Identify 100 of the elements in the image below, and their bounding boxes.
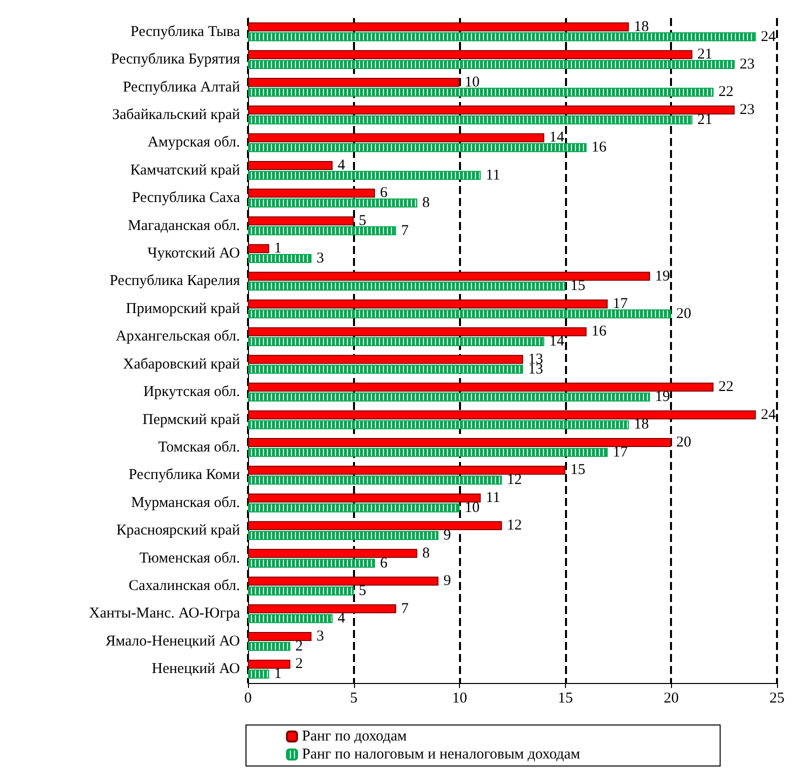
data-label: 7 — [401, 600, 410, 617]
data-label: 5 — [358, 582, 366, 599]
bar — [248, 272, 650, 281]
bar — [248, 244, 270, 254]
y-tick-label: Тюменская обл. — [139, 550, 240, 566]
data-label: 22 — [718, 379, 734, 396]
y-tick-label: Чукотский АО — [148, 246, 240, 262]
data-label: 19 — [655, 389, 670, 406]
data-label: 5 — [358, 212, 366, 229]
y-tick-label: Томская обл. — [158, 439, 240, 456]
bar — [248, 364, 524, 374]
bar — [248, 604, 396, 614]
y-tick-label: Амурская обл. — [148, 134, 240, 151]
bar — [248, 576, 438, 586]
y-tick-label: Приморский край — [126, 300, 240, 317]
data-label: 8 — [422, 545, 430, 562]
bar — [248, 660, 290, 669]
y-tick-label: Республика Бурятия — [110, 52, 240, 68]
bar — [248, 160, 333, 170]
y-tick-label: Сахалинская обл. — [128, 578, 240, 594]
bar — [248, 410, 756, 420]
bar — [248, 614, 333, 624]
bar — [248, 642, 290, 651]
bar — [248, 282, 566, 291]
bar — [248, 632, 312, 641]
bar — [248, 466, 566, 475]
bar — [248, 392, 650, 402]
data-label: 14 — [549, 334, 565, 350]
data-label: 14 — [549, 130, 565, 146]
data-label: 1 — [274, 240, 282, 257]
bar — [248, 106, 735, 115]
y-tick-label: Камчатский край — [130, 162, 240, 178]
x-tick-label: 15 — [558, 690, 573, 706]
data-label: 15 — [570, 278, 586, 294]
data-label: 21 — [697, 46, 712, 63]
bar — [248, 420, 629, 430]
bar — [248, 670, 270, 679]
bar — [248, 254, 312, 263]
data-label: 17 — [612, 296, 628, 312]
data-label: 18 — [634, 416, 649, 433]
bar — [248, 78, 460, 87]
bar — [248, 382, 714, 392]
bar — [248, 188, 375, 198]
bar — [248, 299, 608, 308]
data-label: 21 — [697, 112, 712, 128]
bar — [248, 60, 735, 70]
x-tick-label: 5 — [350, 690, 358, 706]
bar — [248, 586, 354, 596]
data-label: 20 — [676, 306, 692, 322]
bar — [248, 226, 396, 236]
y-tick-label: Пермский край — [142, 412, 240, 428]
bar — [248, 531, 438, 540]
bar — [248, 493, 481, 502]
bar — [248, 548, 418, 558]
bar — [248, 32, 756, 42]
x-tick-label: 20 — [664, 690, 679, 706]
y-tick-label: Ненецкий АО — [152, 661, 240, 678]
data-label: 6 — [380, 185, 388, 202]
data-label: 12 — [506, 518, 522, 534]
y-tick-label: Республика Карелия — [110, 273, 240, 290]
data-label: 17 — [612, 444, 628, 460]
x-tick-label: 25 — [770, 690, 784, 706]
bar — [248, 115, 692, 124]
data-label: 7 — [401, 222, 410, 239]
bar — [248, 170, 481, 180]
bar — [248, 22, 629, 32]
x-tick-label: 10 — [452, 690, 468, 706]
data-label: 9 — [443, 573, 451, 590]
y-tick-label: Ханты-Манс. АО-Югра — [89, 606, 240, 622]
data-label: 8 — [422, 195, 430, 212]
legend-label: Ранг по доходам — [302, 728, 408, 744]
data-label: 11 — [486, 490, 500, 506]
bar — [248, 133, 544, 142]
data-label: 1 — [274, 666, 282, 682]
bar — [248, 521, 502, 530]
y-tick-label: Забайкальский край — [112, 106, 240, 123]
data-label: 12 — [506, 472, 522, 488]
data-label: 3 — [316, 250, 324, 266]
data-label: 23 — [740, 56, 755, 73]
data-label: 2 — [295, 638, 303, 654]
data-label: 20 — [676, 434, 692, 451]
data-label: 3 — [316, 628, 324, 644]
data-label: 11 — [486, 167, 500, 184]
y-tick-label: Республика Тыва — [130, 24, 240, 40]
y-tick-label: Республика Алтай — [122, 79, 240, 96]
bar — [248, 558, 375, 568]
y-tick-label: Республика Саха — [132, 190, 240, 206]
data-label: 16 — [592, 324, 608, 340]
bar — [248, 337, 544, 346]
data-label: 10 — [464, 74, 480, 90]
data-label: 2 — [295, 656, 303, 672]
legend-label: Ранг по налоговым и неналоговым доходам — [302, 746, 581, 762]
data-label: 16 — [592, 140, 608, 156]
bar — [248, 198, 418, 208]
data-label: 15 — [570, 462, 586, 478]
bar — [248, 476, 502, 485]
bar — [248, 216, 354, 226]
bar — [248, 503, 460, 512]
bar — [248, 309, 672, 318]
data-label: 19 — [655, 268, 670, 284]
